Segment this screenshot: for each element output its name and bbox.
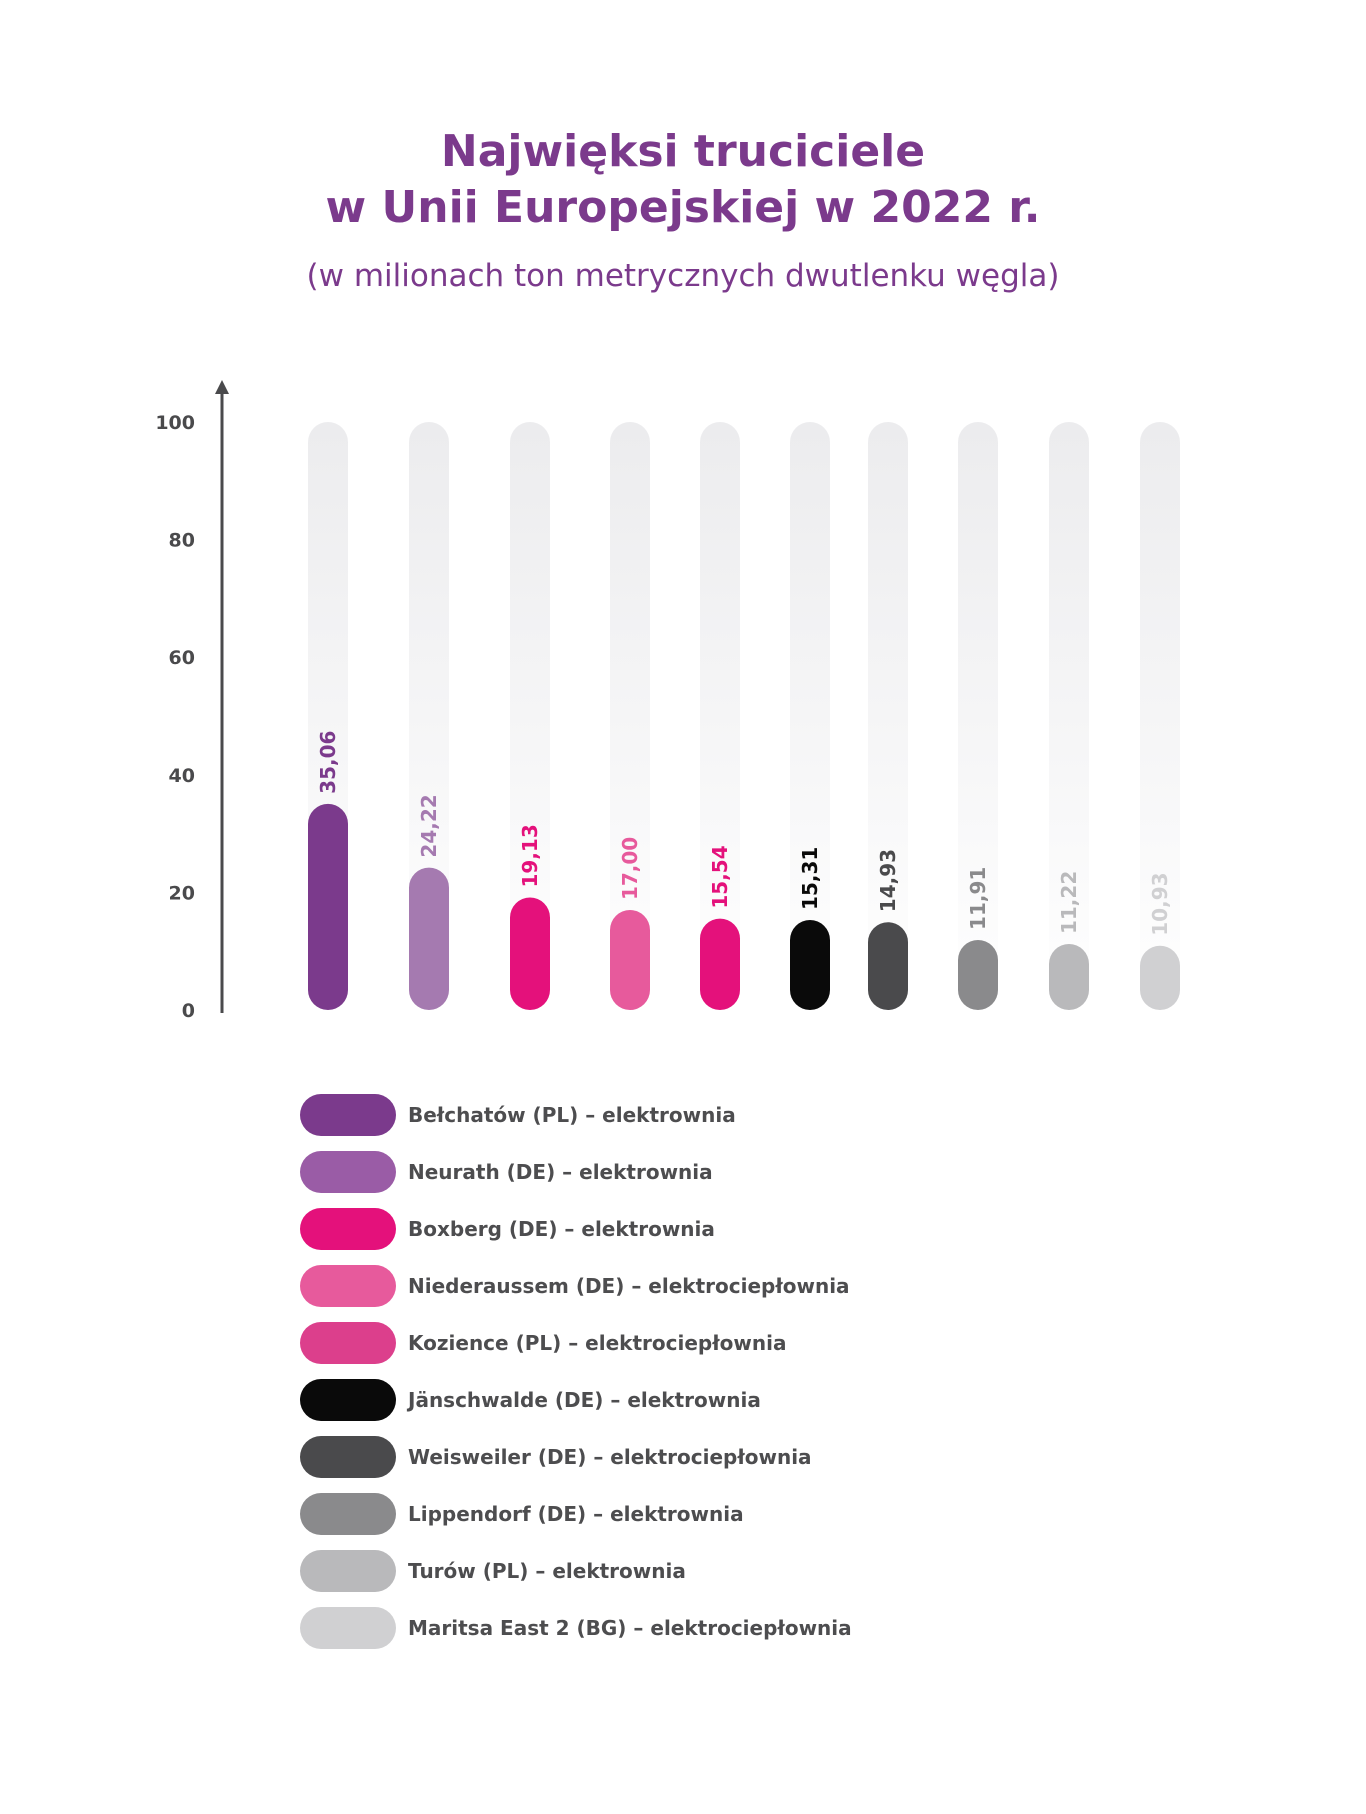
bar <box>610 910 650 1010</box>
legend-swatch <box>300 1265 396 1307</box>
chart-subtitle: (w milionach ton metrycznych dwutlenku w… <box>306 258 1060 294</box>
legend-label: Boxberg (DE) – elektrownia <box>408 1217 715 1241</box>
legend-label: Maritsa East 2 (BG) – elektrociepłownia <box>408 1616 852 1640</box>
legend-label: Niederaussem (DE) – elektrociepłownia <box>408 1274 850 1298</box>
legend-label: Jänschwalde (DE) – elektrownia <box>408 1388 761 1412</box>
bar <box>868 922 908 1010</box>
bar-value-label: 14,93 <box>876 849 900 912</box>
y-tick-label: 100 <box>155 412 195 434</box>
bar-track <box>958 422 998 1010</box>
chart-title: Najwięksi truciciele w Unii Europejskiej… <box>0 124 1366 236</box>
legend-item: Kozience (PL) – elektrociepłownia <box>300 1322 1000 1364</box>
legend-swatch <box>300 1379 396 1421</box>
legend-item: Bełchatów (PL) – elektrownia <box>300 1094 1000 1136</box>
legend-item: Maritsa East 2 (BG) – elektrociepłownia <box>300 1607 1000 1649</box>
bar-track <box>409 422 449 1010</box>
legend-item: Boxberg (DE) – elektrownia <box>300 1208 1000 1250</box>
bar-value-label: 15,54 <box>708 845 732 908</box>
bar-track <box>610 422 650 1010</box>
bar <box>409 867 449 1010</box>
legend-swatch <box>300 1493 396 1535</box>
bar-track <box>1049 422 1089 1010</box>
y-tick-label: 0 <box>182 1000 195 1022</box>
legend-label: Kozience (PL) – elektrociepłownia <box>408 1331 787 1355</box>
y-tick-label: 60 <box>169 647 195 669</box>
legend-item: Neurath (DE) – elektrownia <box>300 1151 1000 1193</box>
y-tick-label: 80 <box>169 530 195 552</box>
bar <box>308 803 348 1010</box>
legend-label: Bełchatów (PL) – elektrownia <box>408 1103 736 1127</box>
bar <box>790 919 830 1010</box>
bar-value-label: 10,93 <box>1148 872 1172 935</box>
legend-swatch <box>300 1208 396 1250</box>
bar-value-label: 17,00 <box>618 837 642 900</box>
legend-item: Niederaussem (DE) – elektrociepłownia <box>300 1265 1000 1307</box>
bar <box>958 939 998 1010</box>
bar-track <box>510 422 550 1010</box>
legend-item: Turów (PL) – elektrownia <box>300 1550 1000 1592</box>
y-axis-arrow-icon <box>215 380 229 394</box>
legend-swatch <box>300 1094 396 1136</box>
bar <box>700 918 740 1010</box>
bar-value-label: 11,22 <box>1057 871 1081 934</box>
bar-value-label: 15,31 <box>798 847 822 910</box>
bar-track <box>700 422 740 1010</box>
y-tick-label: 20 <box>169 882 195 904</box>
legend-item: Lippendorf (DE) – elektrownia <box>300 1493 1000 1535</box>
legend-label: Weisweiler (DE) – elektrociepłownia <box>408 1445 812 1469</box>
bar-chart: 0 20 40 60 80 100 35,06 24,22 19,13 17,00 15,54 15… <box>155 380 1180 1022</box>
legend-label: Lippendorf (DE) – elektrownia <box>408 1502 744 1526</box>
bar-track <box>1140 422 1180 1010</box>
bar-value-label: 35,06 <box>316 731 340 794</box>
legend-swatch <box>300 1322 396 1364</box>
legend-label: Turów (PL) – elektrownia <box>408 1559 686 1583</box>
bar-track <box>790 422 830 1010</box>
bar <box>1140 945 1180 1010</box>
legend-swatch <box>300 1550 396 1592</box>
bar-value-label: 11,91 <box>966 867 990 930</box>
bar-value-label: 19,13 <box>518 824 542 887</box>
bar <box>1049 944 1089 1010</box>
chart-title-line-1: Najwięksi truciciele <box>440 126 926 177</box>
chart-title-line-2: w Unii Europejskiej w 2022 r. <box>325 182 1041 233</box>
legend-item: Weisweiler (DE) – elektrociepłownia <box>300 1436 1000 1478</box>
legend-swatch <box>300 1151 396 1193</box>
bar <box>510 897 550 1010</box>
bar-value-label: 24,22 <box>417 794 441 857</box>
legend-item: Jänschwalde (DE) – elektrownia <box>300 1379 1000 1421</box>
y-tick-label: 40 <box>169 765 195 787</box>
legend-swatch <box>300 1607 396 1649</box>
bar-track <box>868 422 908 1010</box>
legend-swatch <box>300 1436 396 1478</box>
legend-label: Neurath (DE) – elektrownia <box>408 1160 713 1184</box>
